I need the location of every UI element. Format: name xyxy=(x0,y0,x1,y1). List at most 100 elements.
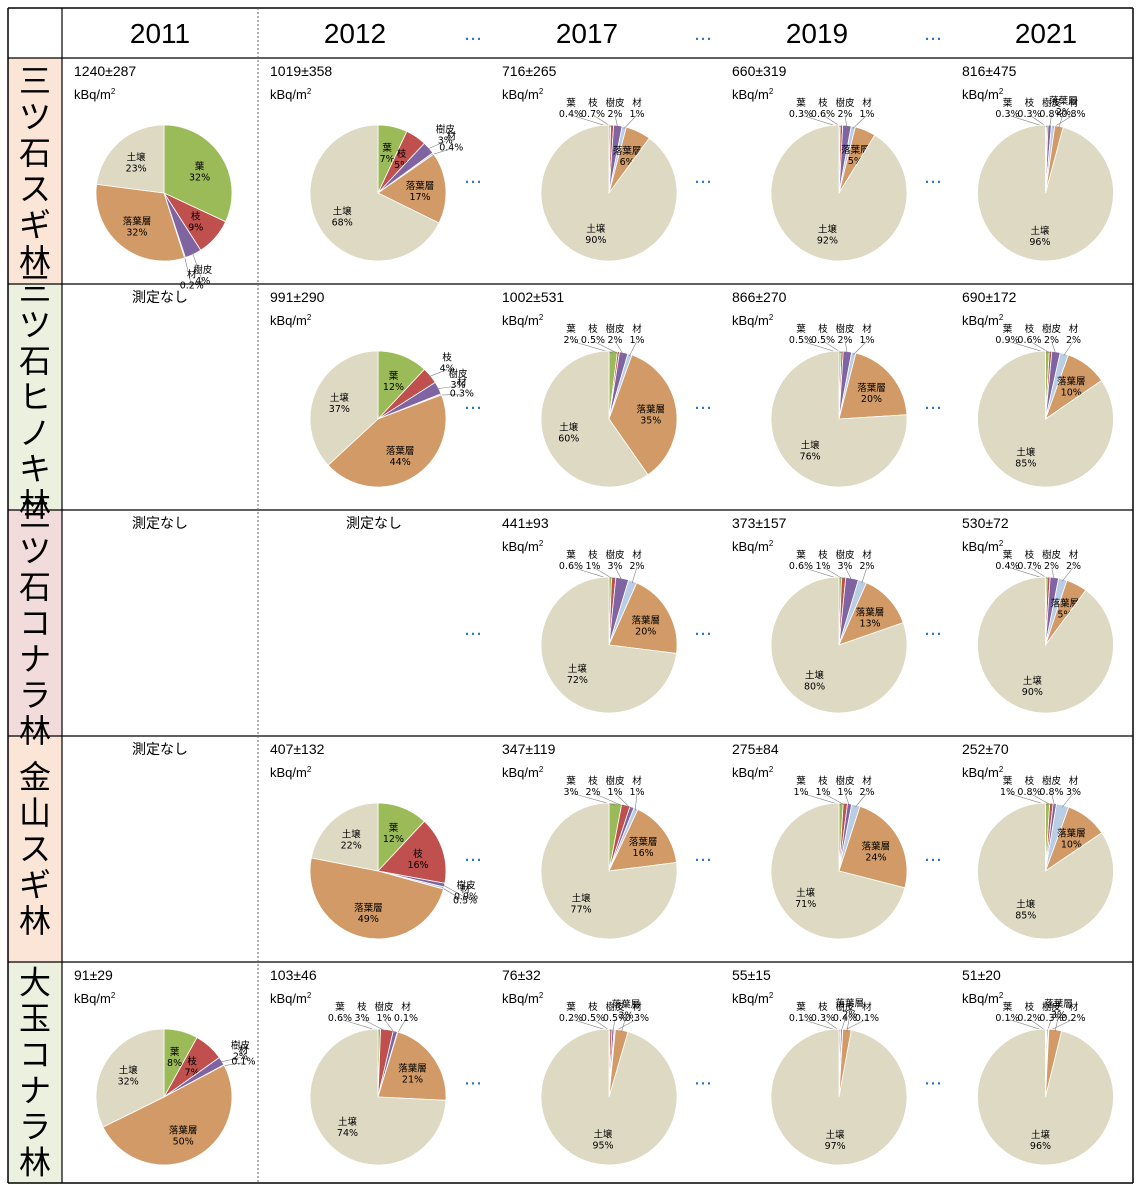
slice-percent-label: 0.6% xyxy=(1017,335,1041,346)
slice-name-label: 葉 xyxy=(796,323,806,335)
slice-name-label: 材 xyxy=(1069,323,1079,335)
slice-name-label: 土壌 xyxy=(568,663,588,675)
unit-label: kBq/m2 xyxy=(732,87,774,102)
slice-percent-label: 0.7% xyxy=(1017,561,1041,572)
slice-name-label: 葉 xyxy=(382,142,392,154)
unit-label: kBq/m2 xyxy=(502,313,544,328)
pie-slice-土壌 xyxy=(540,576,677,714)
slice-percent-label: 2% xyxy=(1044,561,1059,572)
slice-name-label: 樹皮 xyxy=(835,323,855,335)
slice-percent-label: 12% xyxy=(383,834,404,845)
ellipsis-marker: … xyxy=(924,24,942,45)
slice-percent-label: 2% xyxy=(859,787,874,798)
slice-percent-label: 12% xyxy=(383,382,404,393)
slice-percent-label: 0.3% xyxy=(1017,109,1041,120)
leader-line xyxy=(441,887,466,902)
leader-line xyxy=(592,566,614,580)
slice-name-label: 葉 xyxy=(566,323,576,335)
total-value-label: 1002±531 xyxy=(502,289,564,305)
slice-name-label: 樹皮 xyxy=(605,775,625,787)
ellipsis-marker: … xyxy=(464,167,482,188)
slice-name-label: 枝 xyxy=(442,351,452,363)
slice-percent-label: 72% xyxy=(567,675,588,686)
pie-slice-落葉層 xyxy=(377,153,447,224)
unit-label: kBq/m2 xyxy=(74,87,116,102)
pie-slice-落葉層 xyxy=(95,183,186,262)
slice-percent-label: 71% xyxy=(795,899,816,910)
slice-percent-label: 2% xyxy=(842,1010,857,1021)
leader-line xyxy=(1051,792,1055,806)
slice-percent-label: 13% xyxy=(859,618,880,629)
slice-name-label: 落葉層 xyxy=(1057,828,1086,840)
slice-percent-label: 7% xyxy=(185,1068,200,1079)
slice-percent-label: 77% xyxy=(571,905,592,916)
slice-name-label: 枝 xyxy=(818,1001,828,1013)
unit-label: kBq/m2 xyxy=(732,313,774,328)
slice-percent-label: 7% xyxy=(380,154,395,165)
unit-label: kBq/m2 xyxy=(732,991,774,1006)
column-header-2019: 2019 xyxy=(786,18,848,49)
total-value-label: 347±119 xyxy=(502,741,556,757)
slice-percent-label: 0.1% xyxy=(995,1013,1019,1024)
slice-name-label: 材 xyxy=(401,1001,411,1013)
slice-percent-label: 0.5% xyxy=(581,1013,605,1024)
unit-label: kBq/m2 xyxy=(962,313,1004,328)
slice-percent-label: 2% xyxy=(629,561,644,572)
slice-name-label: 落葉層 xyxy=(123,215,152,227)
leader-line xyxy=(428,369,448,378)
slice-name-label: 樹皮 xyxy=(605,323,625,335)
leader-line xyxy=(614,1018,638,1032)
slice-percent-label: 80% xyxy=(804,681,825,692)
slice-name-label: 枝 xyxy=(1025,549,1035,561)
slice-percent-label: 1% xyxy=(629,109,644,120)
slice-name-label: 落葉層 xyxy=(841,144,870,156)
slice-percent-label: 85% xyxy=(1015,458,1036,469)
total-value-label: 51±20 xyxy=(962,967,1001,983)
ellipsis-marker: … xyxy=(464,845,482,866)
leader-line xyxy=(629,340,638,357)
slice-name-label: 樹皮 xyxy=(835,1001,855,1013)
slice-percent-label: 2% xyxy=(837,109,852,120)
slice-percent-label: 96% xyxy=(1030,1141,1051,1152)
slice-name-label: 樹皮 xyxy=(1042,775,1062,787)
row-label-5: 大玉コナラ林 xyxy=(19,964,51,1182)
slice-percent-label: 96% xyxy=(1029,237,1050,248)
leader-line xyxy=(222,1062,244,1067)
slice-name-label: 枝 xyxy=(1025,1001,1035,1013)
slice-percent-label: 1% xyxy=(793,787,808,798)
slice-name-label: 土壌 xyxy=(586,223,606,235)
slice-name-label: 土壌 xyxy=(805,669,825,681)
slice-percent-label: 2% xyxy=(607,335,622,346)
slice-name-label: 材 xyxy=(1069,1001,1079,1013)
slice-name-label: 材 xyxy=(447,131,457,143)
slice-percent-label: 2% xyxy=(1056,107,1071,118)
pie-slice-落葉層 xyxy=(309,857,445,940)
unit-label: kBq/m2 xyxy=(732,539,774,554)
slice-name-label: 材 xyxy=(632,1001,642,1013)
total-value-label: 441±93 xyxy=(502,515,549,531)
slice-percent-label: 3% xyxy=(837,561,852,572)
slice-name-label: 葉 xyxy=(566,775,576,787)
total-value-label: 76±32 xyxy=(502,967,541,983)
slice-percent-label: 8% xyxy=(167,1058,182,1069)
slice-name-label: 樹皮 xyxy=(835,775,855,787)
slice-name-label: 枝 xyxy=(818,775,828,787)
slice-percent-label: 1% xyxy=(585,561,600,572)
slice-percent-label: 76% xyxy=(800,452,821,463)
leader-line xyxy=(844,114,848,128)
slice-name-label: 葉 xyxy=(195,160,205,172)
slice-name-label: 樹皮 xyxy=(193,264,213,276)
slice-percent-label: 3% xyxy=(1066,787,1081,798)
slice-name-label: 土壌 xyxy=(333,205,353,217)
total-value-label: 991±290 xyxy=(270,289,325,305)
slice-name-label: 落葉層 xyxy=(1057,376,1086,388)
slice-percent-label: 0.1% xyxy=(231,1057,255,1068)
slice-percent-label: 1% xyxy=(607,787,622,798)
slice-percent-label: 10% xyxy=(1061,840,1082,851)
leader-line xyxy=(1051,566,1055,580)
slice-name-label: 材 xyxy=(632,549,642,561)
slice-name-label: 葉 xyxy=(335,1001,345,1013)
slice-name-label: 葉 xyxy=(170,1046,180,1058)
leader-line xyxy=(184,255,193,287)
